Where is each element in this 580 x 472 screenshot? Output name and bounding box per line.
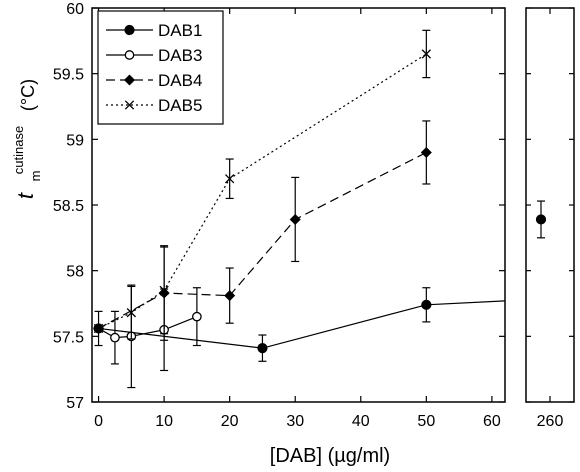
data-point-dab3 <box>110 332 120 343</box>
legend-label-dab5: DAB5 <box>158 96 202 115</box>
break-panel-frame <box>525 7 575 403</box>
data-point-dab5 <box>421 49 431 59</box>
y-tick-label: 57.5 <box>53 329 84 346</box>
series-layer <box>93 29 547 389</box>
legend-label-dab1: DAB1 <box>158 21 202 40</box>
data-point-dab1 <box>257 343 268 354</box>
y-axis-label-sup: cutinase <box>11 126 26 174</box>
x-tick-label: 60 <box>483 413 501 430</box>
data-point-dab5 <box>126 308 136 318</box>
data-point-dab3 <box>192 311 202 322</box>
x-tick-label: 50 <box>417 413 435 430</box>
y-tick-label: 58 <box>66 264 84 281</box>
data-point-dab1 <box>421 299 432 310</box>
legend-marker-dab4 <box>123 74 136 86</box>
data-point-dab5 <box>159 285 169 296</box>
x-tick-label: 30 <box>286 413 304 430</box>
series-dab1 <box>93 200 547 362</box>
data-point-dab1-break <box>535 214 547 225</box>
data-point-dab4 <box>224 290 236 302</box>
series-dab3 <box>93 284 202 389</box>
y-tick-label: 57 <box>66 395 84 412</box>
series-line-dab1 <box>98 300 506 349</box>
y-axis-label-unit: (°C) <box>18 79 38 111</box>
legend: DAB1 DAB3 DAB4 DAB5 <box>97 10 224 125</box>
x-tick-label: 20 <box>221 413 239 430</box>
x-tick-label: 10 <box>155 413 173 430</box>
tick-label-layer: 57 57.5 58 58.5 59 59.5 60 0 10 20 30 40 50 60 260 <box>53 1 574 430</box>
series-dab4 <box>93 120 432 341</box>
legend-marker-dab5 <box>124 100 135 110</box>
data-point-dab5 <box>225 174 235 184</box>
legend-label-dab3: DAB3 <box>158 46 202 65</box>
break-x-tick-label: 260 <box>537 413 564 430</box>
y-axis-label-sub: m <box>28 171 43 182</box>
x-tick-label: 40 <box>352 413 370 430</box>
x-axis-label: [DAB] (µg/ml) <box>270 445 390 467</box>
legend-marker-dab3 <box>124 50 135 60</box>
data-point-dab5 <box>93 323 104 334</box>
y-tick-label: 58.5 <box>53 198 84 215</box>
y-tick-label: 60 <box>66 1 84 18</box>
data-point-dab4 <box>289 213 301 225</box>
y-tick-label: 59 <box>66 132 84 149</box>
series-dab5 <box>93 29 431 340</box>
y-axis-label: t m cutinase (°C) <box>11 79 43 199</box>
y-axis-label-main: t <box>13 192 38 199</box>
x-tick-label: 0 <box>94 413 103 430</box>
legend-marker-dab1 <box>124 24 135 36</box>
data-point-dab4 <box>420 146 432 158</box>
y-tick-label: 59.5 <box>53 67 84 84</box>
legend-label-dab4: DAB4 <box>158 71 202 90</box>
